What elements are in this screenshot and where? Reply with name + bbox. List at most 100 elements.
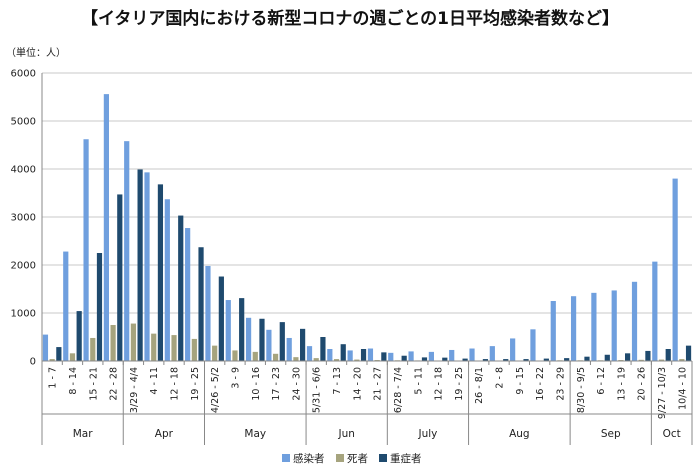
- x-tick-label: 6/28 - 7/4: [393, 367, 404, 413]
- bar-重症者-6 - 12: [604, 354, 610, 361]
- legend-label: 死者: [347, 453, 368, 465]
- bar-死者-1 - 7: [49, 359, 55, 361]
- bar-感染者-26 - 8/1: [469, 348, 475, 361]
- bar-感染者-12 - 18: [164, 199, 170, 361]
- x-axis: 1 - 7 8 - 14 15 - 21 22 - 28 3/29 - 4/4 4 - 1…: [41, 360, 693, 445]
- bar-感染者-9/27 - 10/3: [652, 261, 658, 361]
- x-tick-label: 26 - 8/1: [474, 367, 485, 404]
- bar-死者-7 - 13: [333, 359, 340, 361]
- x-tick-label: 17 - 23: [271, 367, 282, 401]
- x-tick-label: 13 - 19: [616, 367, 627, 401]
- x-tick-label: 5 - 11: [413, 367, 424, 395]
- bar-感染者-22 - 28: [103, 94, 109, 362]
- bar-重症者-26 - 8/1: [482, 359, 489, 361]
- bar-重症者-9 - 15: [523, 359, 529, 361]
- x-tick-label: 12 - 18: [170, 367, 181, 401]
- legend: 感染者 死者 重症者: [282, 452, 422, 465]
- bar-重症者-13 - 19: [625, 353, 631, 361]
- legend-swatch: [379, 454, 387, 462]
- bar-感染者-3/29 - 4/4: [124, 141, 130, 361]
- legend-item: 重症者: [379, 452, 422, 465]
- x-tick-label: 1 - 7: [48, 367, 59, 389]
- bar-感染者-19 - 25: [449, 349, 455, 361]
- bar-重症者-7 - 13: [340, 344, 346, 361]
- bar-重症者-4/26 - 5/2: [218, 276, 224, 361]
- bar-死者-22 - 28: [110, 325, 116, 361]
- bar-重症者-3 - 9: [239, 298, 245, 361]
- bar-感染者-5/31 - 6/6: [306, 346, 313, 361]
- x-tick-label: 19 - 25: [190, 367, 201, 401]
- bar-重症者-9/27 - 10/3: [665, 349, 671, 361]
- x-tick-label: 10/4 - 10: [677, 367, 688, 410]
- legend-label: 感染者: [293, 452, 325, 465]
- x-tick-label: 16 - 22: [535, 367, 546, 401]
- x-tick-label: 4/26 - 5/2: [210, 367, 221, 413]
- month-label: Oct: [663, 428, 681, 440]
- bar-死者-4 - 11: [151, 333, 157, 361]
- bar-重症者-16 - 22: [543, 358, 549, 361]
- bar-死者-12 - 18: [171, 335, 177, 361]
- bar-感染者-21 - 27: [367, 348, 374, 361]
- bar-重症者-22 - 28: [117, 194, 123, 361]
- bar-重症者-2 - 8: [503, 359, 509, 361]
- bar-重症者-20 - 26: [645, 350, 651, 361]
- bar-感染者-1 - 7: [42, 334, 49, 361]
- bar-重症者-21 - 27: [381, 352, 387, 361]
- x-tick-label: 3/29 - 4/4: [129, 367, 140, 413]
- x-tick-label: 5/31 - 6/6: [312, 367, 323, 413]
- bar-感染者-10 - 16: [245, 317, 252, 361]
- grid: [42, 72, 692, 362]
- x-tick-label: 6 - 12: [596, 367, 607, 395]
- y-tick-label: 4000: [11, 165, 36, 176]
- bar-重症者-19 - 25: [462, 358, 468, 361]
- bar-感染者-4/26 - 5/2: [205, 265, 211, 361]
- x-tick-label: 9/27 - 10/3: [657, 367, 668, 419]
- x-tick-label: 20 - 26: [637, 367, 648, 401]
- bar-死者-3/29 - 4/4: [130, 323, 137, 361]
- bar-重症者-8 - 14: [76, 311, 82, 361]
- x-tick-label: 21 - 27: [373, 367, 384, 401]
- x-tick-label: 12 - 18: [434, 367, 445, 401]
- month-label: July: [417, 428, 437, 440]
- bar-死者-8 - 14: [69, 353, 76, 361]
- bar-重症者-8/30 - 9/5: [584, 356, 590, 361]
- bar-感染者-3 - 9: [225, 300, 231, 361]
- month-label: Sep: [601, 428, 621, 440]
- unit-label: （単位：人）: [6, 46, 66, 59]
- x-tick-label: 4 - 11: [149, 367, 160, 395]
- x-tick-label: 9 - 15: [515, 367, 526, 395]
- x-tick-label: 3 - 9: [230, 367, 241, 389]
- x-tick-label: 19 - 25: [454, 367, 465, 401]
- bar-感染者-15 - 21: [83, 139, 89, 361]
- bar-感染者-14 - 20: [347, 350, 353, 361]
- legend-item: 感染者: [282, 452, 325, 465]
- bar-重症者-5/31 - 6/6: [320, 337, 326, 361]
- bar-死者-17 - 23: [272, 353, 279, 361]
- bar-感染者-12 - 18: [428, 351, 434, 361]
- y-tick-label: 5000: [11, 117, 36, 128]
- bar-重症者-12 - 18: [442, 357, 448, 361]
- bar-重症者-24 - 30: [300, 328, 306, 361]
- x-tick-label: 7 - 13: [332, 367, 343, 395]
- bar-死者-5/31 - 6/6: [313, 358, 319, 361]
- bar-死者-10/4 - 10: [679, 359, 685, 361]
- bar-感染者-19 - 25: [185, 228, 191, 361]
- bar-感染者-23 - 29: [550, 301, 556, 361]
- bar-重症者-15 - 21: [96, 253, 103, 361]
- legend-swatch: [336, 454, 344, 462]
- bar-重症者-10/4 - 10: [685, 345, 692, 361]
- y-tick-label: 3000: [11, 213, 36, 224]
- bar-感染者-9 - 15: [510, 338, 516, 361]
- legend-label: 重症者: [390, 452, 422, 465]
- bar-死者-24 - 30: [293, 357, 299, 361]
- x-tick-label: 14 - 20: [352, 367, 363, 401]
- bar-重症者-5 - 11: [421, 357, 428, 361]
- bar-重症者-17 - 23: [279, 322, 285, 361]
- bar-感染者-6/28 - 7/4: [388, 352, 394, 361]
- x-tick-label: 22 - 28: [109, 367, 120, 401]
- x-tick-label: 23 - 29: [555, 367, 566, 401]
- legend-item: 死者: [336, 453, 368, 465]
- y-tick-label: 0: [30, 357, 36, 368]
- bar-死者-19 - 25: [191, 338, 197, 361]
- x-tick-label: 2 - 8: [495, 367, 506, 389]
